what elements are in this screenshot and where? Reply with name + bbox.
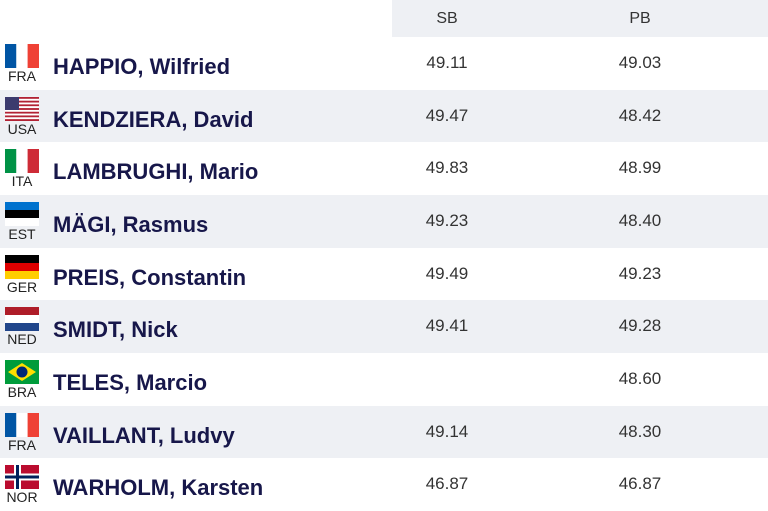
column-header: PB <box>629 10 651 27</box>
personal-best: 48.40 <box>618 211 662 230</box>
country-code: NED <box>7 331 37 348</box>
flag-icon <box>5 44 39 68</box>
table-row: FRA HAPPIO, Wilfried 49.11 49.03 <box>0 37 768 90</box>
season-best: 49.49 <box>425 263 469 283</box>
personal-best: 48.99 <box>618 158 662 178</box>
flag-icon <box>5 202 39 226</box>
season-best: 46.87 <box>425 474 469 494</box>
athlete-name: HAPPIO, Wilfried <box>53 54 231 79</box>
table-row: GER PREIS, Constantin 49.49 49.23 <box>0 248 768 301</box>
athlete-name: LAMBRUGHI, Mario <box>53 159 259 185</box>
flag-icon <box>5 149 39 174</box>
flag-icon <box>5 412 39 437</box>
table-header <box>392 0 768 37</box>
flag-icon <box>5 254 39 279</box>
athlete-name: KENDZIERA, David <box>53 106 254 132</box>
table-row: FRA VAILLANT, Ludvy 49.14 48.30 <box>0 405 768 459</box>
country-code: USA <box>7 120 37 137</box>
flag-icon <box>5 307 39 332</box>
personal-best: 46.87 <box>618 474 662 494</box>
athlete-name: SMIDT, Nick <box>53 317 178 343</box>
season-best: 49.23 <box>425 211 469 230</box>
athlete-name: TELES, Marcio <box>53 370 208 396</box>
season-best: 49.14 <box>425 421 469 441</box>
season-best: 49.83 <box>425 158 469 178</box>
table-row: NOR WARHOLM, Karsten 46.87 46.87 <box>0 458 768 511</box>
athlete-name: MÄGI, Rasmus <box>53 212 209 237</box>
country-code: ITA <box>11 173 33 190</box>
athlete-name: PREIS, Constantin <box>53 264 247 290</box>
flag-icon <box>5 96 39 121</box>
country-code: FRA <box>8 68 36 84</box>
country-code: FRA <box>8 436 36 453</box>
personal-best: 49.23 <box>618 263 662 283</box>
table-row: USA KENDZIERA, David 49.47 48.42 <box>0 89 768 143</box>
table-row: ITA LAMBRUGHI, Mario 49.83 48.99 <box>0 142 768 195</box>
personal-best: 48.30 <box>618 421 662 441</box>
flag-icon <box>5 465 39 490</box>
athlete-name: VAILLANT, Ludvy <box>53 422 235 448</box>
athlete-name: WARHOLM, Karsten <box>53 475 264 501</box>
table-row: NED SMIDT, Nick 49.41 49.28 <box>0 300 768 353</box>
season-best: 49.11 <box>426 53 468 72</box>
column-header: SB <box>436 10 458 27</box>
table-row: EST MÄGI, Rasmus 49.23 48.40 <box>0 195 768 248</box>
personal-best: 49.28 <box>618 316 662 336</box>
season-best: 49.41 <box>425 316 469 336</box>
country-code: EST <box>8 226 36 242</box>
personal-best: 48.60 <box>618 369 662 389</box>
country-code: GER <box>6 278 38 295</box>
flag-icon <box>5 360 39 385</box>
country-code: NOR <box>6 489 38 506</box>
country-code: BRA <box>7 384 37 401</box>
personal-best: 49.03 <box>618 53 662 72</box>
season-best: 49.47 <box>425 105 469 125</box>
personal-best: 48.42 <box>618 105 662 125</box>
table-row: BRA TELES, Marcio 48.60 <box>0 353 768 406</box>
